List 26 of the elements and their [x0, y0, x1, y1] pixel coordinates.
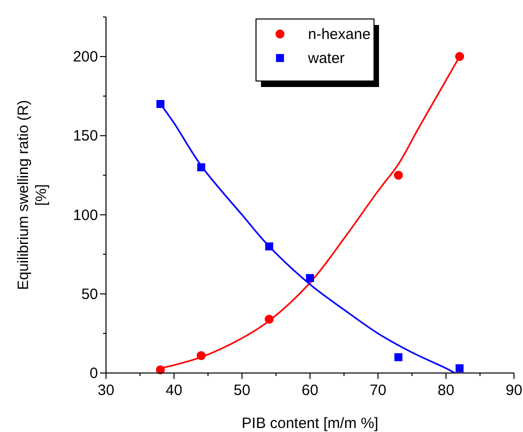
- x-axis-title: PIB content [m/m %]: [242, 415, 378, 432]
- x-tick-label: 60: [302, 382, 318, 399]
- y-tick-label: 50: [81, 286, 98, 303]
- point: [455, 52, 464, 62]
- point: [394, 170, 403, 180]
- y-tick-label: 150: [72, 128, 98, 145]
- x-tick-label: 40: [166, 382, 182, 399]
- point: [264, 314, 274, 324]
- y-axis-title: Equilibrium swelling ratio (R) [%]: [15, 100, 50, 290]
- x-tick-label: 80: [438, 382, 454, 399]
- x-tick-label: 70: [370, 382, 386, 399]
- x-tick-label: 50: [234, 382, 250, 399]
- y-tick-label: 200: [72, 48, 98, 66]
- x-tick-label: 30: [98, 382, 114, 399]
- point: [394, 353, 402, 362]
- point: [156, 100, 164, 108]
- point: [265, 242, 274, 250]
- point: [456, 364, 464, 372]
- x-tick-label: 90: [506, 382, 522, 399]
- legend-label: water: [307, 50, 345, 67]
- y-tick-label: 100: [72, 206, 98, 224]
- legend-label: n-hexane: [308, 26, 371, 43]
- y-tick-label: 0: [90, 365, 98, 382]
- point: [197, 163, 206, 172]
- point: [306, 274, 314, 282]
- point: [196, 351, 206, 360]
